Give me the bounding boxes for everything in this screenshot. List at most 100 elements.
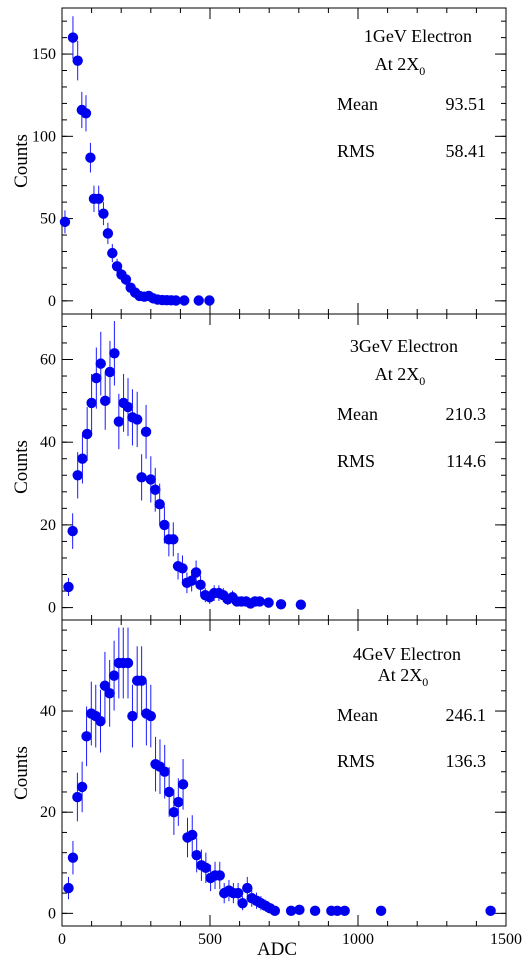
data-point — [177, 563, 188, 574]
data-point — [339, 905, 350, 917]
y-tick-label: 0 — [48, 600, 56, 617]
panel-2-mean-value: 210.3 — [446, 404, 487, 424]
data-point — [168, 534, 179, 545]
panel-2-axes: 0 20 40 60 — [40, 314, 507, 620]
data-point — [104, 688, 115, 699]
y-tick-label: 40 — [40, 703, 56, 720]
y-tick-label: 60 — [40, 351, 56, 368]
panel-3-mean-value: 246.1 — [446, 705, 487, 725]
panel-1-ylabel: Counts — [11, 134, 32, 188]
panel-1-title: 1GeV Electron — [364, 26, 472, 46]
data-point — [150, 484, 161, 495]
panel-1-mean-label: Mean — [337, 94, 378, 114]
panel-2-subtitle: At 2X0 — [375, 364, 426, 388]
data-point — [127, 710, 138, 722]
data-point — [237, 898, 248, 909]
data-point — [120, 274, 132, 285]
panel-3-subtitle: At 2X0 — [378, 665, 429, 689]
data-point — [131, 414, 143, 425]
panel-3-data-points — [63, 627, 496, 917]
data-point — [67, 852, 79, 863]
y-tick-label: 0 — [48, 905, 56, 922]
panel-2-data-points — [63, 321, 307, 610]
panel-4gev: 0 20 40 Counts 4GeV Electron At 2X0 Mean 2… — [11, 619, 522, 948]
data-point — [102, 228, 114, 239]
data-point — [72, 470, 83, 481]
data-point — [122, 401, 134, 413]
data-point — [77, 453, 88, 464]
data-point — [122, 657, 134, 669]
data-point — [98, 208, 109, 219]
panel-3gev: 0 20 40 60 Counts 3GeV Electron At 2X0 Mean… — [11, 313, 507, 621]
data-point — [95, 358, 106, 369]
panel-1-mean-value: 93.51 — [446, 94, 487, 114]
data-point — [111, 261, 123, 272]
data-point — [263, 597, 274, 608]
panel-3-axes: 0 20 40 — [40, 620, 507, 926]
panel-2-title: 3GeV Electron — [350, 336, 458, 356]
data-point — [159, 519, 170, 531]
data-point — [254, 596, 265, 607]
panel-3-rms-label: RMS — [337, 751, 375, 771]
data-point — [275, 599, 287, 610]
y-tick-label: 100 — [32, 128, 56, 145]
panel-3-ylabel: Counts — [11, 746, 32, 800]
data-point — [81, 731, 92, 742]
panel-2-mean-label: Mean — [337, 404, 378, 424]
data-point — [159, 766, 170, 777]
data-point — [107, 247, 118, 259]
data-point — [168, 806, 180, 818]
data-point — [309, 905, 321, 917]
x-tick-label: 1500 — [490, 931, 522, 948]
data-point — [72, 791, 83, 803]
data-point — [136, 472, 147, 483]
data-point — [294, 904, 305, 916]
data-point — [186, 575, 197, 586]
data-point — [163, 786, 175, 798]
data-point — [200, 862, 212, 874]
data-point — [332, 905, 343, 917]
data-point — [113, 416, 125, 427]
panel-2-rms-label: RMS — [337, 451, 375, 471]
data-point — [72, 55, 83, 66]
y-tick-label: 20 — [40, 804, 56, 821]
panel-3-x-axis: 0 500 1000 1500 — [58, 931, 522, 948]
y-tick-label: 40 — [40, 434, 56, 451]
data-point — [63, 581, 74, 593]
y-tick-label: 50 — [40, 211, 56, 228]
panel-2-frame — [61, 313, 507, 621]
data-point — [86, 397, 97, 409]
panel-1gev: 0 50 100 150 Counts 1GeV Electron At 2X0 Me… — [11, 7, 507, 315]
data-point — [100, 395, 111, 407]
x-tick-label: 0 — [58, 931, 66, 948]
y-tick-label: 20 — [40, 517, 56, 534]
data-point — [170, 295, 182, 306]
data-point — [145, 474, 156, 485]
panel-1-frame — [61, 7, 507, 315]
data-point — [93, 193, 104, 205]
data-point — [140, 426, 152, 438]
data-point — [193, 295, 204, 306]
panel-1-axes: 0 50 100 150 — [32, 8, 507, 314]
data-point — [242, 882, 253, 894]
y-tick-label: 150 — [32, 46, 56, 63]
data-point — [232, 887, 244, 899]
data-point — [485, 905, 496, 917]
data-point — [99, 680, 111, 691]
data-point — [285, 905, 297, 917]
panel-3-frame — [61, 619, 507, 927]
data-point — [187, 829, 198, 841]
data-point — [109, 348, 120, 359]
panel-1-subtitle: At 2X0 — [375, 54, 426, 78]
panel-2-ylabel: Counts — [11, 440, 32, 494]
panel-1-data-points — [59, 16, 215, 306]
data-point — [195, 579, 206, 591]
y-tick-label: 0 — [48, 293, 56, 310]
x-axis-title: ADC — [257, 939, 297, 960]
data-point — [295, 599, 307, 610]
data-point — [104, 366, 116, 378]
data-point — [190, 567, 202, 578]
data-point — [136, 675, 147, 686]
data-point — [191, 849, 202, 861]
